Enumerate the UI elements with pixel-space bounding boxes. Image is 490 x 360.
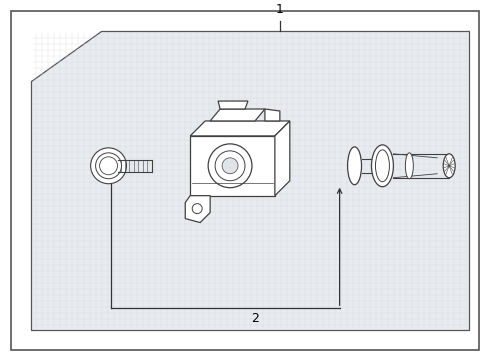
Circle shape [215, 151, 245, 181]
Polygon shape [275, 121, 290, 196]
Circle shape [222, 158, 238, 174]
Circle shape [99, 157, 118, 175]
Circle shape [96, 153, 122, 179]
Polygon shape [210, 109, 265, 121]
Ellipse shape [405, 153, 414, 179]
Polygon shape [190, 121, 290, 136]
Polygon shape [185, 196, 210, 222]
Ellipse shape [347, 147, 362, 185]
Polygon shape [190, 136, 275, 196]
Text: 1: 1 [276, 3, 284, 17]
Circle shape [192, 204, 202, 213]
Circle shape [208, 144, 252, 188]
Ellipse shape [443, 154, 455, 178]
Ellipse shape [375, 150, 390, 182]
Polygon shape [31, 31, 469, 330]
Polygon shape [218, 101, 248, 109]
Text: 2: 2 [251, 312, 259, 325]
Polygon shape [265, 109, 280, 121]
Ellipse shape [371, 145, 393, 187]
Circle shape [91, 148, 126, 184]
